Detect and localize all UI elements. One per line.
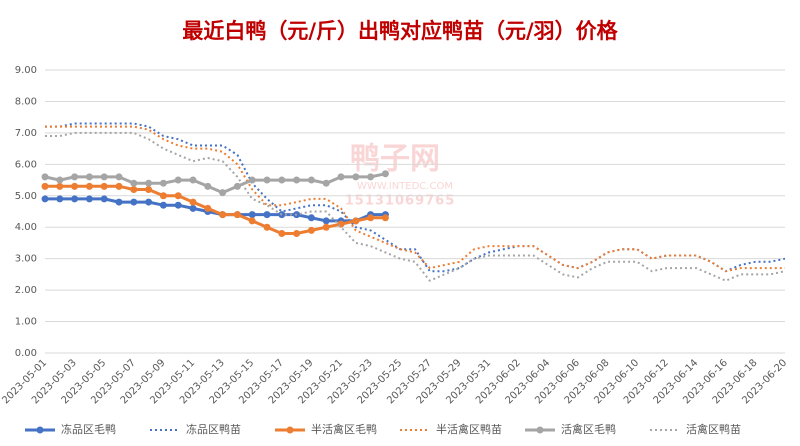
- data-point: [204, 204, 212, 212]
- data-point: [174, 192, 182, 200]
- legend-marker: [36, 426, 44, 434]
- data-point: [174, 201, 182, 209]
- data-point: [85, 182, 93, 190]
- data-point: [115, 198, 123, 206]
- chart-title: 最近白鸭（元/斤）出鸭对应鸭苗（元/羽）价格: [182, 19, 618, 43]
- data-point: [100, 195, 108, 203]
- y-tick-label: 3.00: [15, 254, 37, 265]
- data-point: [307, 214, 315, 222]
- data-point: [263, 211, 271, 219]
- y-tick-label: 0.00: [15, 348, 37, 359]
- y-tick-label: 1.00: [15, 317, 37, 328]
- data-point: [248, 176, 256, 184]
- y-tick-label: 8.00: [15, 96, 37, 107]
- data-point: [85, 195, 93, 203]
- legend-marker: [286, 426, 294, 434]
- y-tick-label: 5.00: [15, 191, 37, 202]
- series-line: [44, 172, 386, 195]
- data-point: [293, 176, 301, 184]
- data-point: [233, 211, 241, 219]
- data-point: [41, 173, 49, 181]
- legend-marker: [536, 426, 544, 434]
- data-point: [278, 230, 286, 238]
- series-line: [45, 122, 786, 273]
- legend-label: 活禽区鸭苗: [686, 422, 741, 436]
- data-point: [115, 173, 123, 181]
- data-point: [159, 192, 167, 200]
- data-point: [145, 198, 153, 206]
- data-point: [130, 185, 138, 193]
- data-point: [367, 214, 375, 222]
- data-point: [130, 179, 138, 187]
- data-point: [174, 176, 182, 184]
- data-point: [352, 173, 360, 181]
- data-point: [145, 185, 153, 193]
- data-point: [159, 179, 167, 187]
- data-point: [322, 179, 330, 187]
- legend-label: 半活禽区毛鸭: [311, 422, 377, 436]
- data-point: [263, 223, 271, 231]
- watermark-text: 鸭子网: [350, 142, 440, 177]
- data-point: [189, 198, 197, 206]
- data-point: [71, 173, 79, 181]
- data-point: [85, 173, 93, 181]
- data-point: [381, 170, 389, 178]
- data-point: [233, 182, 241, 190]
- data-point: [337, 220, 345, 228]
- data-point: [56, 195, 64, 203]
- data-point: [189, 176, 197, 184]
- data-point: [219, 189, 227, 197]
- data-point: [56, 176, 64, 184]
- data-point: [352, 217, 360, 225]
- y-tick-label: 4.00: [15, 222, 37, 233]
- data-point: [145, 179, 153, 187]
- data-point: [293, 230, 301, 238]
- data-point: [307, 176, 315, 184]
- data-point: [322, 223, 330, 231]
- legend-label: 半活禽区鸭苗: [436, 422, 502, 436]
- data-point: [263, 176, 271, 184]
- watermark-text: 15131069765: [345, 194, 456, 209]
- series-line: [45, 131, 786, 282]
- legend-label: 冻品区鸭苗: [186, 422, 241, 436]
- data-point: [100, 173, 108, 181]
- data-point: [159, 201, 167, 209]
- data-point: [204, 182, 212, 190]
- data-point: [337, 173, 345, 181]
- data-point: [278, 176, 286, 184]
- data-point: [71, 182, 79, 190]
- data-point: [41, 195, 49, 203]
- watermark-text: WWW.INTEDC.COM: [357, 181, 453, 192]
- y-tick-label: 2.00: [15, 285, 37, 296]
- data-point: [189, 204, 197, 212]
- legend-label: 活禽区毛鸭: [561, 422, 616, 436]
- data-point: [71, 195, 79, 203]
- data-point: [248, 211, 256, 219]
- series-line: [45, 184, 386, 235]
- data-point: [248, 217, 256, 225]
- data-point: [41, 182, 49, 190]
- data-point: [115, 182, 123, 190]
- data-point: [322, 217, 330, 225]
- data-point: [307, 226, 315, 234]
- y-tick-label: 9.00: [15, 65, 37, 76]
- watermark: 鸭子网 WWW.INTEDC.COM 15131069765: [345, 142, 456, 209]
- data-point: [381, 214, 389, 222]
- data-point: [130, 198, 138, 206]
- series-line: [45, 125, 785, 273]
- y-tick-label: 6.00: [15, 159, 37, 170]
- data-point: [219, 211, 227, 219]
- data-point: [56, 182, 64, 190]
- legend-label: 冻品区毛鸭: [61, 422, 116, 436]
- y-tick-label: 7.00: [15, 128, 37, 139]
- data-point: [100, 182, 108, 190]
- data-point: [367, 173, 375, 181]
